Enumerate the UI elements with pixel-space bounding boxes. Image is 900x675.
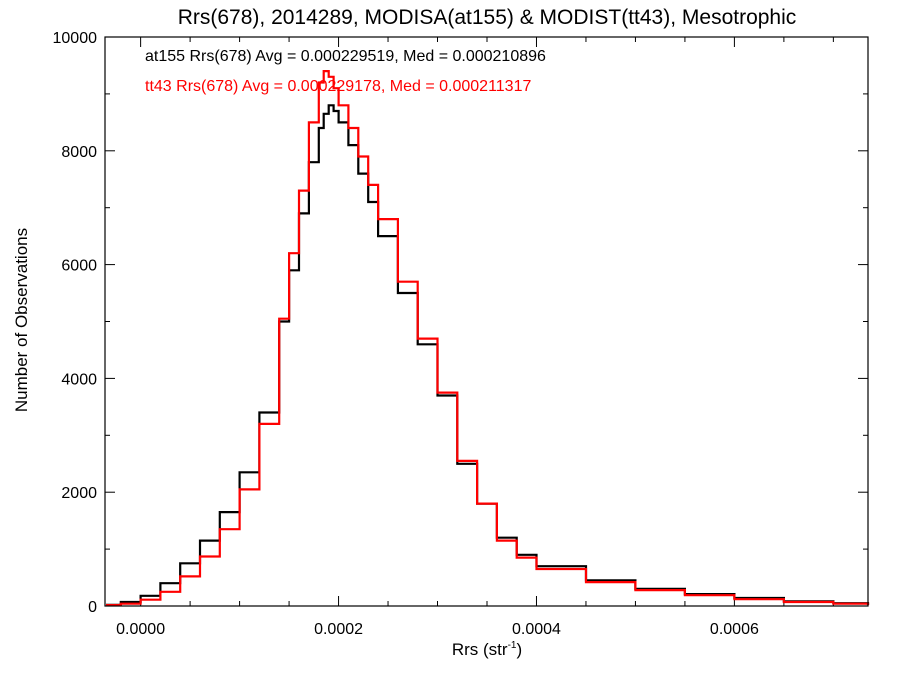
tick-layer: 0.0000 0.0002 0.0004 0.0006 0 2000 4000 6000 800…: [53, 30, 868, 638]
x-tick-label-3: 0.0006: [710, 621, 759, 638]
x-tick-label-2: 0.0004: [512, 621, 561, 638]
y-tick-label-5: 10000: [53, 30, 98, 47]
x-axis-label: Rrs (str-1): [452, 640, 522, 659]
annotation-tt43: tt43 Rrs(678) Avg = 0.000229178, Med = 0…: [145, 78, 531, 95]
y-tick-label-4: 8000: [61, 144, 97, 161]
y-axis-label: Number of Observations: [12, 228, 31, 412]
x-tick-label-1: 0.0002: [314, 621, 363, 638]
x-axis-label-main: Rrs (str: [452, 640, 508, 659]
annotation-at155: at155 Rrs(678) Avg = 0.000229519, Med = …: [145, 48, 546, 65]
y-tick-label-1: 2000: [61, 485, 97, 502]
y-tick-label-3: 6000: [61, 258, 97, 275]
x-axis-label-sup: -1: [508, 640, 517, 651]
y-tick-label-0: 0: [88, 599, 97, 616]
chart-title: Rrs(678), 2014289, MODISA(at155) & MODIS…: [178, 6, 797, 29]
x-axis-label-close: ): [516, 640, 522, 659]
x-tick-label-0: 0.0000: [116, 621, 165, 638]
series-layer: [106, 70, 870, 607]
series-line-1: [106, 70, 870, 607]
y-tick-label-2: 4000: [61, 371, 97, 388]
plot-area: [104, 36, 869, 607]
